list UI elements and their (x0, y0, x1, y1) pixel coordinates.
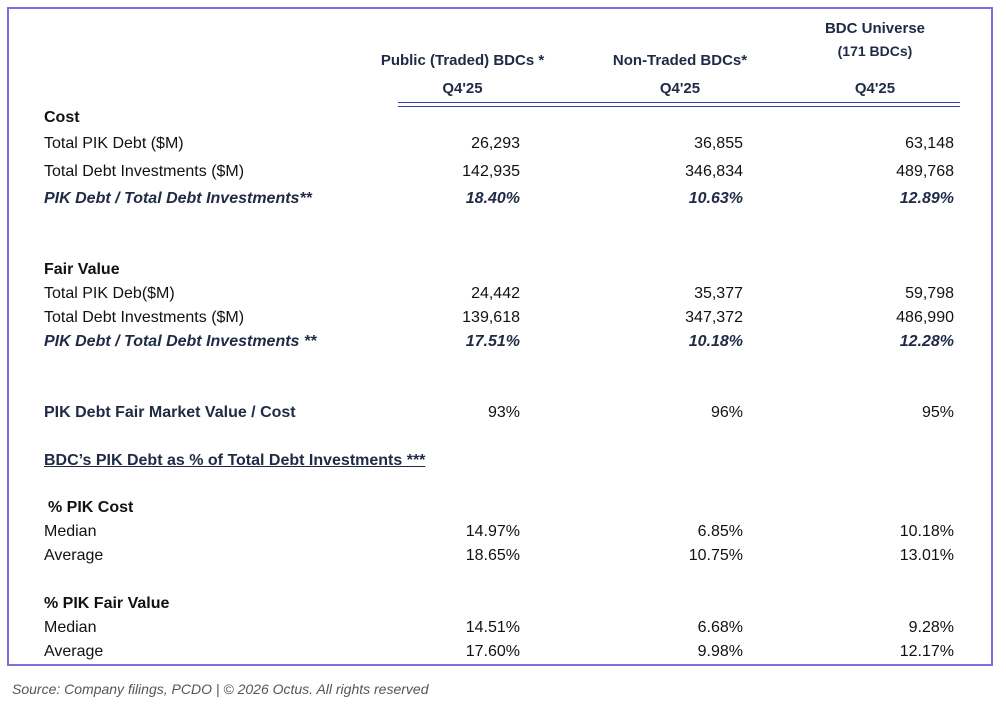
pik-cost-heading: % PIK Cost (0, 499, 1006, 521)
row-label: Median (44, 619, 97, 636)
row-label: Total PIK Debt ($M) (44, 135, 184, 152)
col2-period: Q4'25 (659, 80, 701, 97)
table-row: Total PIK Debt ($M) 26,293 36,855 63,148 (0, 135, 1006, 157)
cell-public: 24,442 (471, 285, 520, 302)
table-row: Total Debt Investments ($M) 142,935 346,… (0, 163, 1006, 185)
cell-non-traded: 6.68% (697, 619, 743, 636)
row-label: Average (44, 547, 104, 564)
cell-universe: 13.01% (899, 547, 954, 564)
fair-value-section-heading: Fair Value (0, 261, 1006, 283)
cell-non-traded: 6.85% (697, 523, 743, 540)
row-label: Total Debt Investments ($M) (44, 309, 245, 326)
table-row: Median 14.51% 6.68% 9.28% (0, 619, 1006, 641)
pik-cost-title: % PIK Cost (48, 499, 134, 516)
pik-fair-value-heading: % PIK Fair Value (0, 595, 1006, 617)
pct-section-heading: BDC’s PIK Debt as % of Total Debt Invest… (0, 452, 1006, 474)
cell-universe: 10.18% (899, 523, 954, 540)
table-row: PIK Debt / Total Debt Investments** 18.4… (0, 190, 1006, 212)
cell-universe: 95% (921, 404, 954, 421)
col1-title: Public (Traded) BDCs * (380, 52, 545, 69)
cell-public: 139,618 (462, 309, 520, 326)
cell-non-traded: 96% (710, 404, 743, 421)
cell-non-traded: 9.98% (697, 643, 743, 660)
cell-public: 14.51% (465, 619, 520, 636)
row-label: Total PIK Deb($M) (44, 285, 175, 302)
cell-public: 93% (487, 404, 520, 421)
cell-non-traded: 347,372 (685, 309, 743, 326)
cell-non-traded: 10.18% (688, 333, 743, 350)
cell-non-traded: 346,834 (685, 163, 743, 180)
cell-public: 17.51% (465, 333, 520, 350)
pct-section-title: BDC’s PIK Debt as % of Total Debt Invest… (44, 452, 426, 469)
cell-public: 26,293 (471, 135, 520, 152)
row-label: Average (44, 643, 104, 660)
table-row: PIK Debt / Total Debt Investments ** 17.… (0, 333, 1006, 355)
col1-period: Q4'25 (442, 80, 483, 97)
table-row: Total Debt Investments ($M) 139,618 347,… (0, 309, 1006, 331)
cell-non-traded: 36,855 (694, 135, 743, 152)
col2-title: Non-Traded BDCs* (612, 52, 748, 69)
cell-universe: 12.28% (899, 333, 954, 350)
header-rule (398, 102, 960, 107)
row-label: PIK Debt / Total Debt Investments ** (44, 333, 317, 350)
cell-universe: 489,768 (896, 163, 954, 180)
col3-title-line1: BDC Universe (824, 20, 926, 37)
cell-non-traded: 35,377 (694, 285, 743, 302)
table-frame (7, 7, 993, 666)
table-row: Median 14.97% 6.85% 10.18% (0, 523, 1006, 545)
table-row: Average 17.60% 9.98% 12.17% (0, 643, 1006, 665)
cell-non-traded: 10.75% (688, 547, 743, 564)
cell-universe: 12.89% (899, 190, 954, 207)
cell-public: 14.97% (465, 523, 520, 540)
cell-non-traded: 10.63% (688, 190, 743, 207)
table-row: Average 18.65% 10.75% 13.01% (0, 547, 1006, 569)
row-label: Total Debt Investments ($M) (44, 163, 245, 180)
col3-period: Q4'25 (854, 80, 896, 97)
source-footnote: Source: Company filings, PCDO | © 2026 O… (12, 681, 429, 697)
cell-public: 142,935 (462, 163, 520, 180)
cell-public: 18.40% (465, 190, 520, 207)
cell-universe: 486,990 (896, 309, 954, 326)
cell-public: 17.60% (465, 643, 520, 660)
cell-universe: 63,148 (905, 135, 954, 152)
cell-universe: 9.28% (908, 619, 954, 636)
pik-fair-value-title: % PIK Fair Value (44, 595, 170, 612)
fair-value-title: Fair Value (44, 261, 120, 278)
cell-universe: 12.17% (899, 643, 954, 660)
row-label: Median (44, 523, 97, 540)
col3-title-line2: (171 BDCs) (837, 43, 913, 59)
cell-universe: 59,798 (905, 285, 954, 302)
cost-section-heading: Cost (0, 109, 1006, 131)
row-label: PIK Debt Fair Market Value / Cost (44, 404, 296, 421)
cost-title: Cost (44, 109, 80, 126)
table-row: Total PIK Deb($M) 24,442 35,377 59,798 (0, 285, 1006, 307)
row-label: PIK Debt / Total Debt Investments** (44, 190, 312, 207)
cell-public: 18.65% (465, 547, 520, 564)
table-row: PIK Debt Fair Market Value / Cost 93% 96… (0, 404, 1006, 426)
